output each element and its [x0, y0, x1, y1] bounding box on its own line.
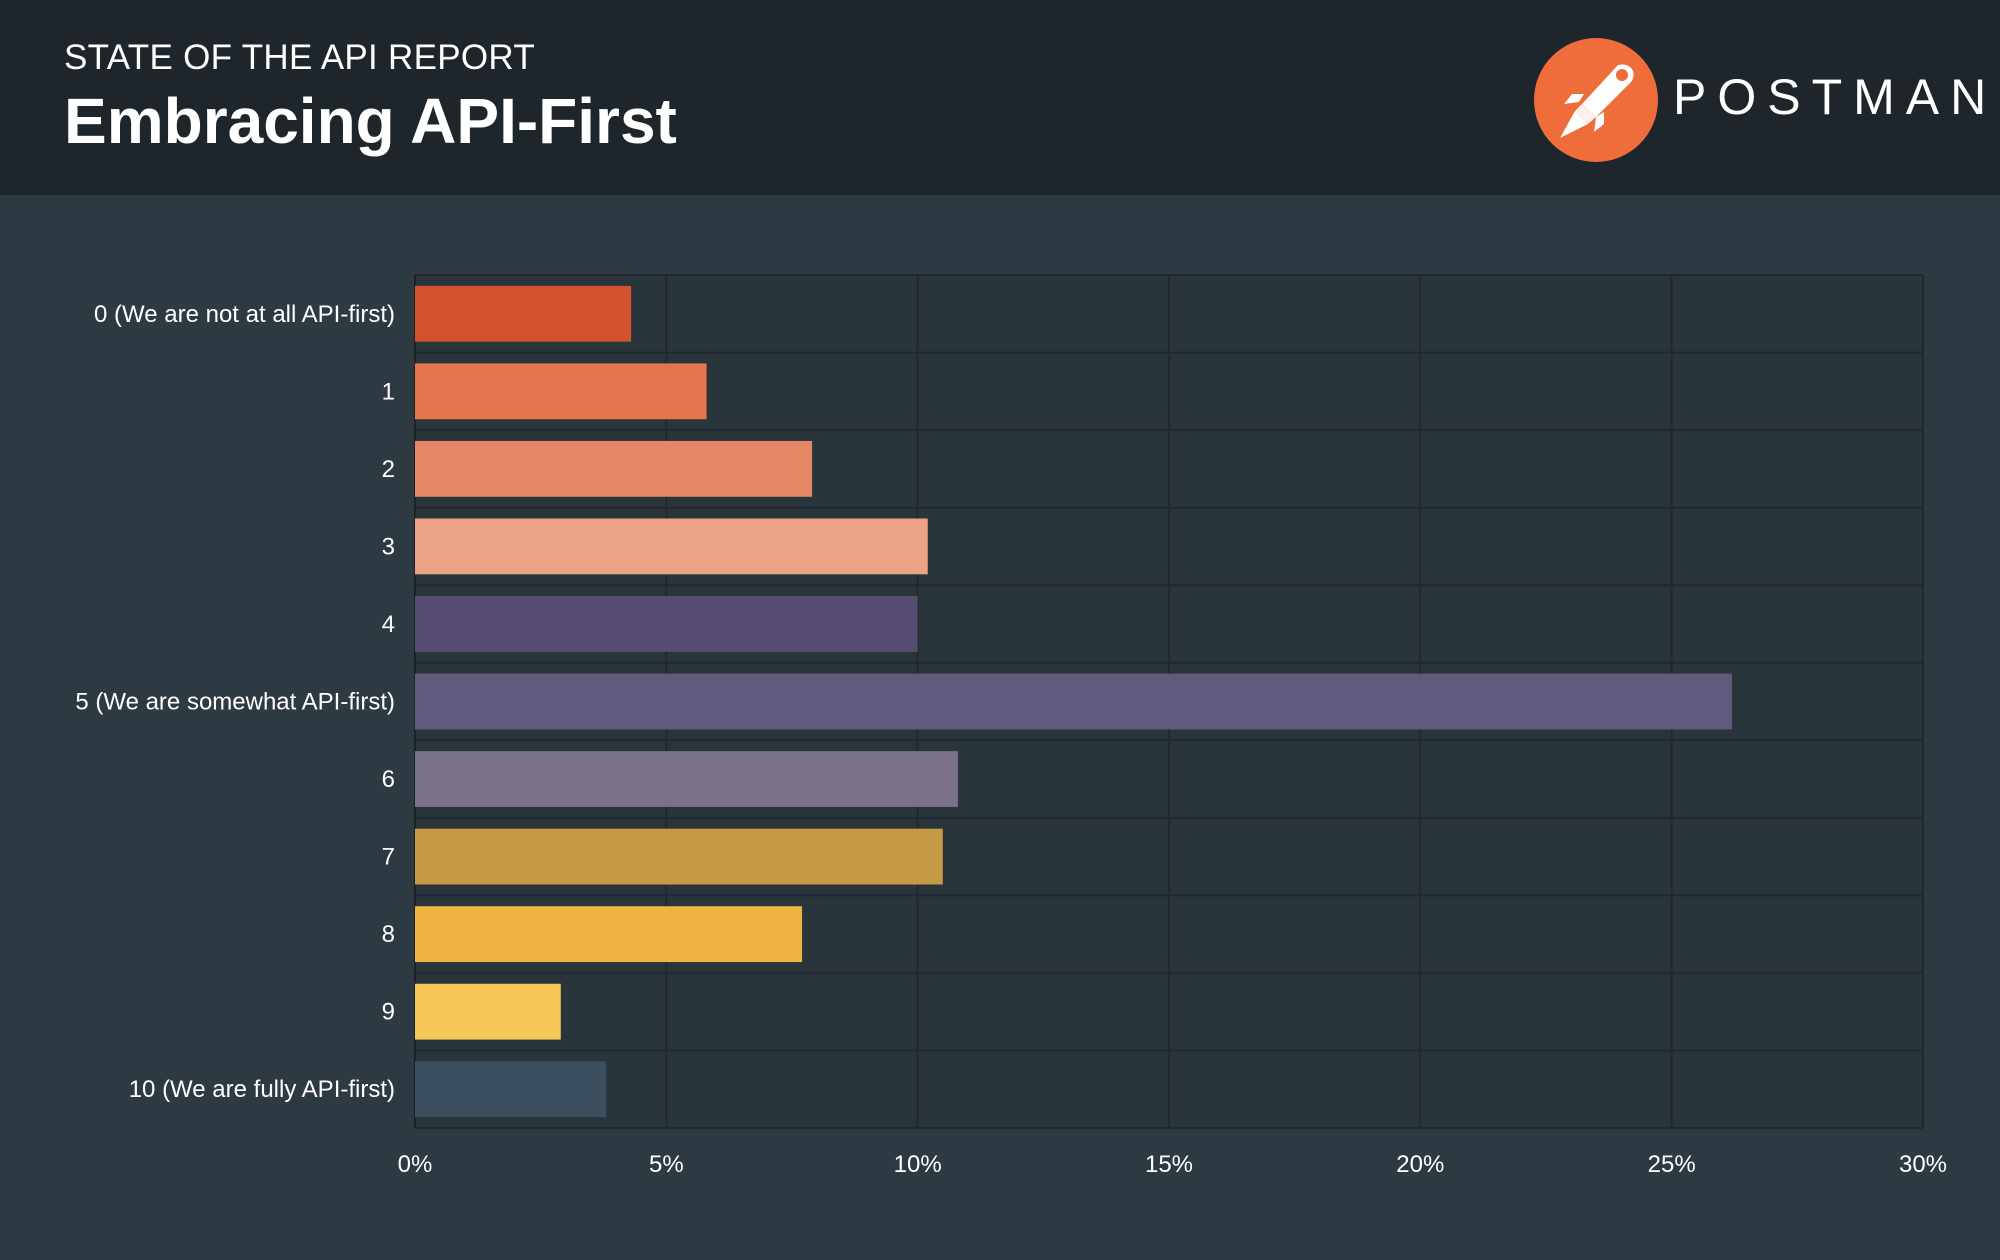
category-label-3: 3: [382, 533, 395, 560]
bar-0: [415, 285, 632, 342]
bar-3: [415, 518, 928, 575]
bar-8: [415, 906, 803, 963]
x-tick-label-3: 15%: [1145, 1151, 1193, 1178]
category-label-6: 6: [382, 766, 395, 793]
bar-2: [415, 440, 813, 497]
category-label-4: 4: [382, 611, 395, 638]
bar-7: [415, 828, 943, 885]
category-label-2: 2: [382, 456, 395, 483]
category-label-9: 9: [382, 999, 395, 1026]
x-tick-label-4: 20%: [1396, 1151, 1444, 1178]
category-label-10: 10 (We are fully API-first): [129, 1076, 395, 1103]
x-tick-label-0: 0%: [398, 1151, 433, 1178]
bar-5: [415, 673, 1732, 730]
bar-1: [415, 363, 707, 420]
report-header: STATE OF THE API REPORT Embracing API-Fi…: [0, 0, 2000, 195]
postman-rocket-icon: [1534, 38, 1658, 162]
brand-name: POSTMAN: [1673, 69, 1998, 125]
bar-9: [415, 983, 561, 1040]
x-tick-label-2: 10%: [894, 1151, 942, 1178]
x-tick-label-1: 5%: [649, 1151, 684, 1178]
category-label-8: 8: [382, 921, 395, 948]
bar-10: [415, 1061, 607, 1118]
report-kicker: STATE OF THE API REPORT: [64, 38, 536, 77]
x-tick-label-6: 30%: [1899, 1151, 1947, 1178]
category-label-5: 5 (We are somewhat API-first): [75, 689, 395, 716]
page-title: Embracing API-First: [64, 85, 677, 157]
category-label-0: 0 (We are not at all API-first): [94, 301, 395, 328]
bar-6: [415, 751, 958, 807]
category-label-7: 7: [382, 844, 395, 871]
category-label-1: 1: [382, 378, 395, 405]
x-tick-label-5: 25%: [1648, 1151, 1696, 1178]
bar-4: [415, 596, 918, 652]
